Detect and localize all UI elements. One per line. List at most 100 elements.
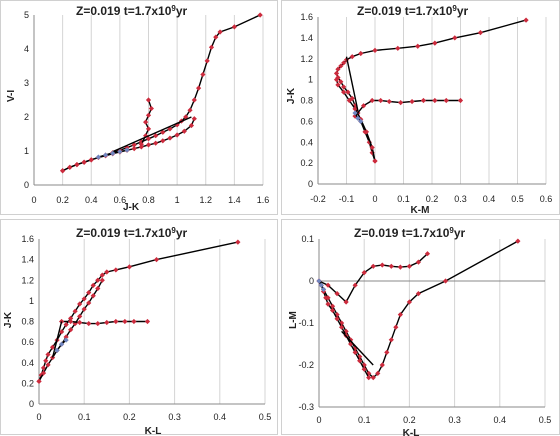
y-tick-label: 1.2 <box>300 54 313 64</box>
data-point <box>45 362 51 368</box>
x-tick-label: 0.3 <box>448 415 461 425</box>
y-tick-label: 0 <box>308 179 313 189</box>
data-point <box>90 282 96 289</box>
data-point <box>77 319 83 326</box>
x-tick-label: 0 <box>31 195 36 205</box>
data-point <box>443 97 449 104</box>
y-tick-label: 1.6 <box>21 234 34 244</box>
y-tick-label: 0.2 <box>21 378 34 388</box>
data-point <box>153 133 159 139</box>
y-axis-label: J-K <box>286 87 297 104</box>
data-point <box>88 157 94 163</box>
data-point <box>153 257 160 263</box>
chart-svg-jk-kl: 0 0.1 0.2 0.3 0.4 0.5 0 0.2 0.4 0.6 0.8 1 1.2 1.4 1.6 Z… <box>3 226 271 436</box>
x-tick-label: 0.5 <box>511 194 524 204</box>
chart-title: Z=0.019 t=1.7x109yr <box>76 4 188 19</box>
y-tick-label: 0.1 <box>301 234 314 244</box>
data-point <box>45 351 51 358</box>
data-point <box>124 147 130 153</box>
data-point <box>358 50 364 57</box>
y-tick-label: 0.8 <box>300 96 313 106</box>
data-point <box>432 97 438 104</box>
data-point <box>68 327 74 333</box>
data-point <box>144 318 151 325</box>
data-point <box>81 159 87 165</box>
y-tick-label: 1.4 <box>21 255 34 265</box>
data-point <box>131 146 137 152</box>
data-point <box>110 150 116 156</box>
data-point <box>104 269 110 275</box>
y-tick-label: 1.4 <box>300 33 313 43</box>
data-point <box>204 58 210 64</box>
chart-title: Z=0.019 t=1.7x109yr <box>76 226 188 241</box>
series-line <box>61 320 148 325</box>
data-point <box>104 319 110 326</box>
data-point <box>343 328 349 334</box>
x-tick-label: 1.4 <box>228 195 241 205</box>
data-point <box>398 99 404 106</box>
data-point <box>191 97 197 103</box>
data-point <box>388 337 394 343</box>
data-point <box>420 97 427 104</box>
data-point <box>316 278 322 284</box>
chart-panel-jk-kl: 0 0.1 0.2 0.3 0.4 0.5 0 0.2 0.4 0.6 0.8 1 1.2 1.4 1.6 Z… <box>0 219 278 436</box>
data-point <box>63 337 69 343</box>
data-point <box>43 358 49 364</box>
x-tick-label: 0.5 <box>539 415 552 425</box>
chart-svg-lm-kl: 0 0.1 0.2 0.3 0.4 0.5 -0.3 -0.2 -0.1 0 0.1 Z=0.019 … <box>288 226 552 436</box>
y-tick-label: 0.4 <box>300 137 313 147</box>
data-point <box>452 35 458 41</box>
data-point <box>409 98 415 105</box>
data-point <box>167 135 173 141</box>
data-point <box>86 320 92 327</box>
data-point <box>145 136 152 142</box>
y-tick-label: -0.2 <box>298 360 314 370</box>
data-point <box>77 313 83 319</box>
y-tick-label: -0.1 <box>298 318 314 328</box>
y-tick-label: 0 <box>309 276 314 286</box>
data-point <box>386 98 392 105</box>
data-point <box>160 129 166 135</box>
data-point <box>143 119 149 125</box>
y-tick-label: 4 <box>24 44 29 54</box>
data-point <box>208 44 215 50</box>
data-point <box>113 267 119 273</box>
y-tick-label: 2 <box>24 112 29 122</box>
data-point <box>174 132 180 138</box>
x-tick-label: 0 <box>36 412 41 422</box>
data-point <box>406 299 412 305</box>
data-point <box>515 238 521 244</box>
x-tick-label: 0.4 <box>494 415 507 425</box>
data-point <box>99 277 105 283</box>
data-point <box>183 114 189 120</box>
x-axis-label: K-M <box>411 205 430 216</box>
data-point <box>393 324 399 330</box>
data-point <box>235 239 241 245</box>
x-tick-label: 1 <box>175 195 180 205</box>
x-tick-label: 0.4 <box>214 412 227 422</box>
data-point <box>131 142 137 148</box>
data-point <box>191 116 197 122</box>
data-point <box>213 34 219 40</box>
data-point <box>95 277 101 283</box>
series-line <box>51 321 63 358</box>
data-point <box>131 318 137 325</box>
data-point <box>406 263 412 269</box>
y-axis-label: V-I <box>6 90 17 102</box>
data-point <box>117 149 123 155</box>
data-point <box>187 107 193 113</box>
y-tick-label: 0 <box>29 399 34 409</box>
data-point <box>415 43 421 49</box>
data-point <box>352 110 358 116</box>
y-tick-label: 0.8 <box>21 317 34 327</box>
data-point <box>352 106 358 112</box>
data-point <box>122 318 128 325</box>
data-point <box>333 70 340 76</box>
data-point <box>160 138 166 144</box>
x-tick-label: 1.6 <box>257 195 270 205</box>
data-point <box>358 118 364 124</box>
y-tick-label: 1.6 <box>300 12 313 22</box>
x-tick-label: -0.2 <box>310 194 326 204</box>
data-point <box>345 89 351 95</box>
y-tick-label: 1 <box>24 146 29 156</box>
